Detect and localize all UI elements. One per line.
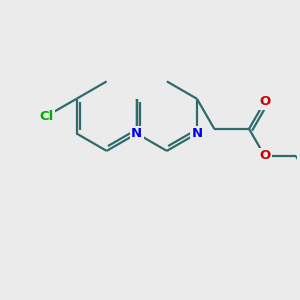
Text: O: O <box>259 95 270 108</box>
Text: Cl: Cl <box>39 110 54 123</box>
Text: O: O <box>259 149 270 162</box>
Text: N: N <box>131 127 142 140</box>
Text: N: N <box>191 127 203 140</box>
